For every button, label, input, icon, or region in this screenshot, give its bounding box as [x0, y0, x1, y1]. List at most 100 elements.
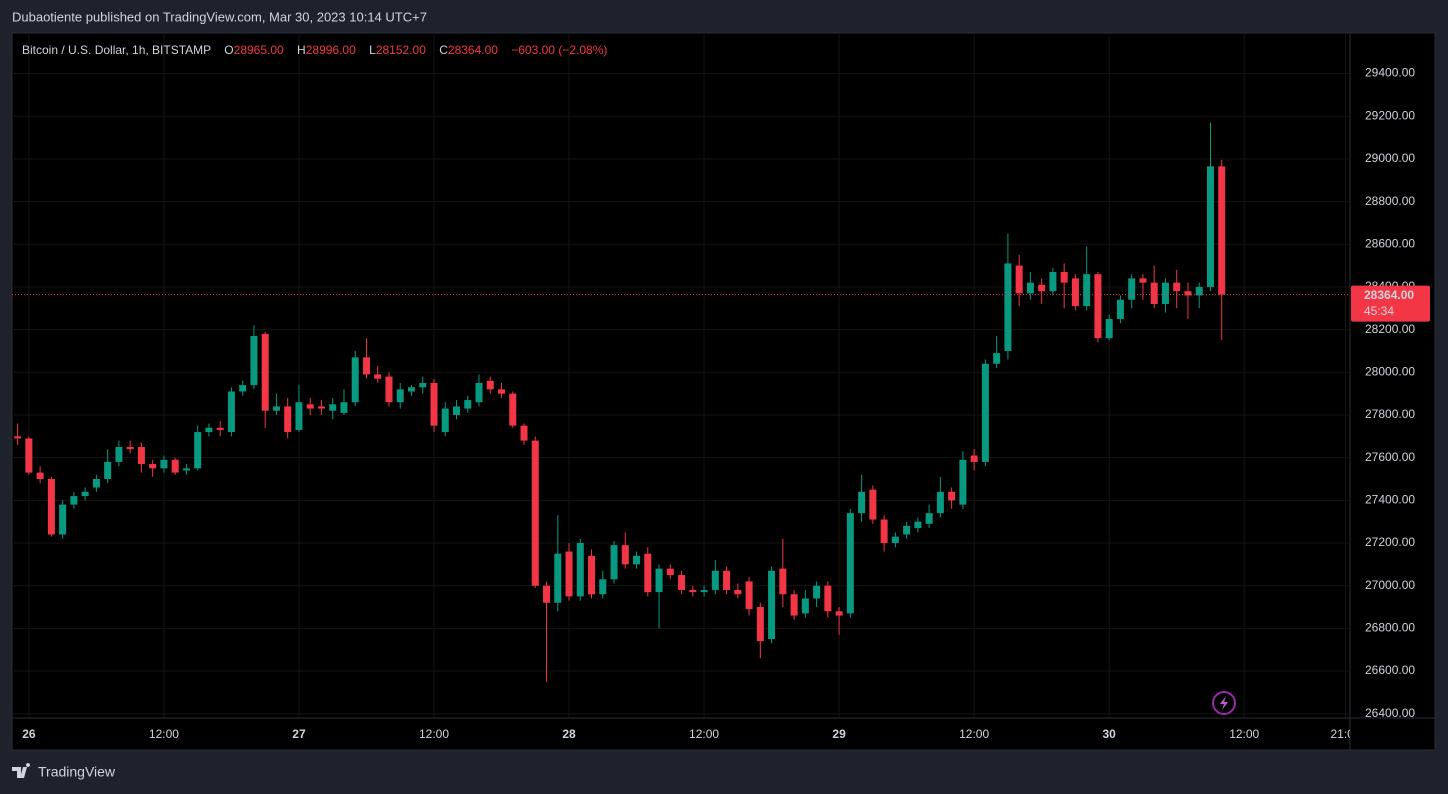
y-tick-label: 29000.00	[1365, 151, 1415, 165]
candle-body	[47, 478, 55, 535]
candle-body	[846, 513, 854, 614]
candle-body	[1184, 291, 1192, 296]
candle-body	[1083, 274, 1091, 307]
candle-body	[1218, 166, 1226, 295]
candle-body	[621, 545, 629, 565]
candle-body	[813, 585, 821, 599]
y-tick-label: 27400.00	[1365, 493, 1415, 507]
candle-body	[329, 404, 337, 411]
y-tick-label: 26400.00	[1365, 706, 1415, 720]
y-tick-label: 28800.00	[1365, 194, 1415, 208]
symbol: Bitcoin / U.S. Dollar, 1h, BITSTAMP	[22, 43, 211, 57]
candle-body	[160, 459, 168, 469]
candle-body	[756, 607, 764, 642]
candle-body	[374, 374, 382, 379]
candle-body	[711, 570, 719, 590]
candle-body	[464, 400, 472, 409]
y-tick-label: 27600.00	[1365, 450, 1415, 464]
candle-body	[81, 491, 89, 497]
c-label: C	[439, 43, 448, 57]
publisher-line: Dubaotiente published on TradingView.com…	[12, 9, 427, 24]
candle-body	[126, 446, 134, 450]
candle-body	[891, 536, 899, 544]
candle-body	[779, 568, 787, 595]
candle-body	[565, 551, 573, 597]
candle-body	[1026, 282, 1034, 294]
candle-body	[970, 455, 978, 462]
candle-body	[768, 570, 776, 640]
tv-logo: TradingView	[12, 763, 116, 780]
candle-body	[59, 504, 67, 535]
candle-body	[216, 427, 224, 430]
candle-body	[644, 553, 652, 593]
candle-body	[1161, 282, 1169, 305]
x-tick-label: 12:00	[419, 727, 449, 741]
logo-mark	[12, 763, 31, 778]
y-tick-label: 26800.00	[1365, 621, 1415, 635]
candle-body	[723, 570, 731, 590]
last-price-label: 28364.00	[1364, 288, 1414, 302]
candle-body	[1105, 318, 1113, 339]
o-label: O	[224, 43, 233, 57]
y-tick-label: 28000.00	[1365, 364, 1415, 378]
candle-body	[801, 598, 809, 614]
plot-area	[12, 33, 1350, 718]
candle-body	[1116, 299, 1124, 319]
last-price-box	[1351, 285, 1430, 322]
candle-body	[137, 446, 145, 465]
h-value: 28996.00	[306, 43, 356, 57]
candle-body	[317, 406, 325, 409]
chart-frame	[11, 32, 1436, 751]
candle-body	[396, 389, 404, 403]
candle-body	[14, 436, 22, 439]
y-tick-label: 29400.00	[1365, 66, 1415, 80]
candle-body	[790, 594, 798, 616]
candle-body	[981, 363, 989, 462]
countdown: 45:34	[1364, 304, 1394, 318]
candle-body	[486, 380, 494, 390]
candle-body	[284, 406, 292, 433]
x-tick-label: 30	[1103, 727, 1117, 741]
candle-body	[498, 389, 506, 394]
y-tick-label: 27800.00	[1365, 407, 1415, 421]
legend: Bitcoin / U.S. Dollar, 1h, BITSTAMP O 289…	[22, 43, 607, 57]
candle-body	[599, 579, 607, 595]
candle-body	[531, 440, 539, 586]
l-label: L	[369, 43, 376, 57]
candle-body	[678, 575, 686, 590]
candle-body	[115, 446, 123, 462]
candle-body	[655, 568, 663, 593]
x-tick-label: 28	[562, 727, 576, 741]
candle-body	[250, 336, 258, 386]
candle-body	[194, 432, 202, 469]
candle-body	[1038, 284, 1046, 292]
candle-body	[576, 543, 584, 597]
candle-body	[1015, 265, 1023, 294]
candle-body	[351, 357, 359, 403]
candle-body	[92, 478, 100, 488]
candle-body	[1206, 166, 1214, 287]
x-tick-label: 29	[832, 727, 846, 741]
x-tick-label: 12:00	[959, 727, 989, 741]
x-tick-label: 21:00	[1330, 727, 1360, 741]
candle-body	[239, 385, 247, 392]
x-tick-label: 12:00	[689, 727, 719, 741]
candle-body	[734, 589, 742, 595]
candle-body	[149, 464, 157, 469]
y-tick-label: 26600.00	[1365, 663, 1415, 677]
icon-ring[interactable]	[1212, 691, 1236, 715]
candle-body	[272, 406, 280, 411]
candle-body	[925, 513, 933, 524]
candle-body	[554, 553, 562, 603]
icon-bolt[interactable]	[1220, 696, 1228, 710]
lightning-icon[interactable]	[1212, 691, 1236, 715]
candle-body	[610, 545, 618, 580]
candle-body	[1060, 272, 1068, 283]
candle-body	[745, 581, 753, 610]
y-tick-label: 28600.00	[1365, 236, 1415, 250]
h-label: H	[297, 43, 306, 57]
x-tick-label: 12:00	[149, 727, 179, 741]
y-tick-label: 27000.00	[1365, 578, 1415, 592]
candle-body	[407, 387, 415, 392]
